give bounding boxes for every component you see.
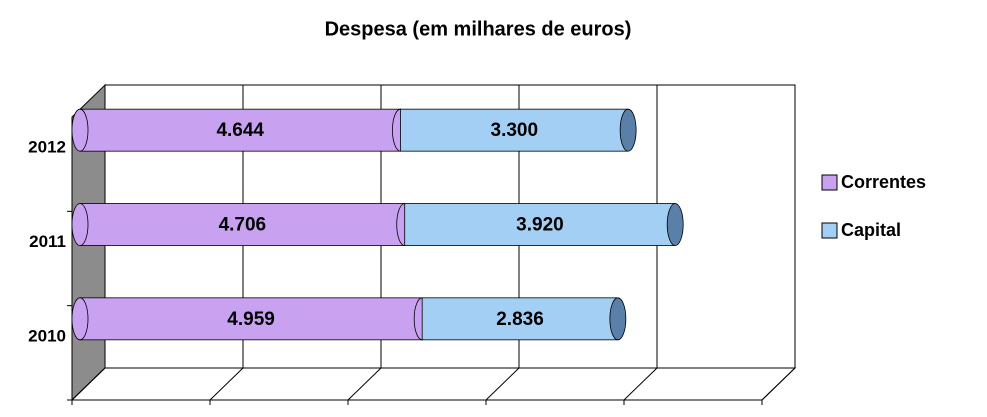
legend-label: Correntes: [841, 172, 926, 192]
floor-grid-line: [485, 367, 520, 401]
bar: [404, 203, 676, 246]
data-label: 2.836: [496, 309, 544, 330]
data-label: 4.644: [216, 120, 264, 141]
chart-title: Despesa (em milhares de euros): [325, 18, 632, 40]
bar: [421, 297, 619, 341]
bar-cap: [71, 203, 89, 246]
bar: [79, 297, 423, 341]
data-label: 4.706: [219, 215, 267, 236]
legend-swatch: [821, 174, 838, 191]
floor-grid-line: [209, 367, 244, 401]
y-tick-label: 2010: [28, 326, 66, 345]
floor: [70, 367, 797, 401]
bar: [400, 108, 629, 152]
legend-swatch: [821, 222, 838, 239]
bar-cap: [609, 297, 627, 341]
bar: [79, 203, 406, 246]
bar-cap: [71, 108, 89, 152]
bar: [79, 108, 401, 152]
floor-grid-line: [347, 367, 382, 401]
floor-grid-line: [71, 367, 106, 401]
data-label: 3.920: [516, 215, 564, 236]
y-tick-label: 2012: [28, 138, 66, 157]
floor-grid-line: [761, 367, 796, 401]
legend-label: Capital: [841, 220, 901, 240]
bar-cap: [666, 203, 684, 246]
bar-cap: [619, 108, 637, 152]
floor-grid-line: [623, 367, 658, 401]
data-label: 4.959: [227, 309, 275, 330]
bar-cap: [71, 297, 89, 341]
data-label: 3.300: [491, 120, 539, 141]
y-tick-label: 2011: [29, 232, 66, 251]
